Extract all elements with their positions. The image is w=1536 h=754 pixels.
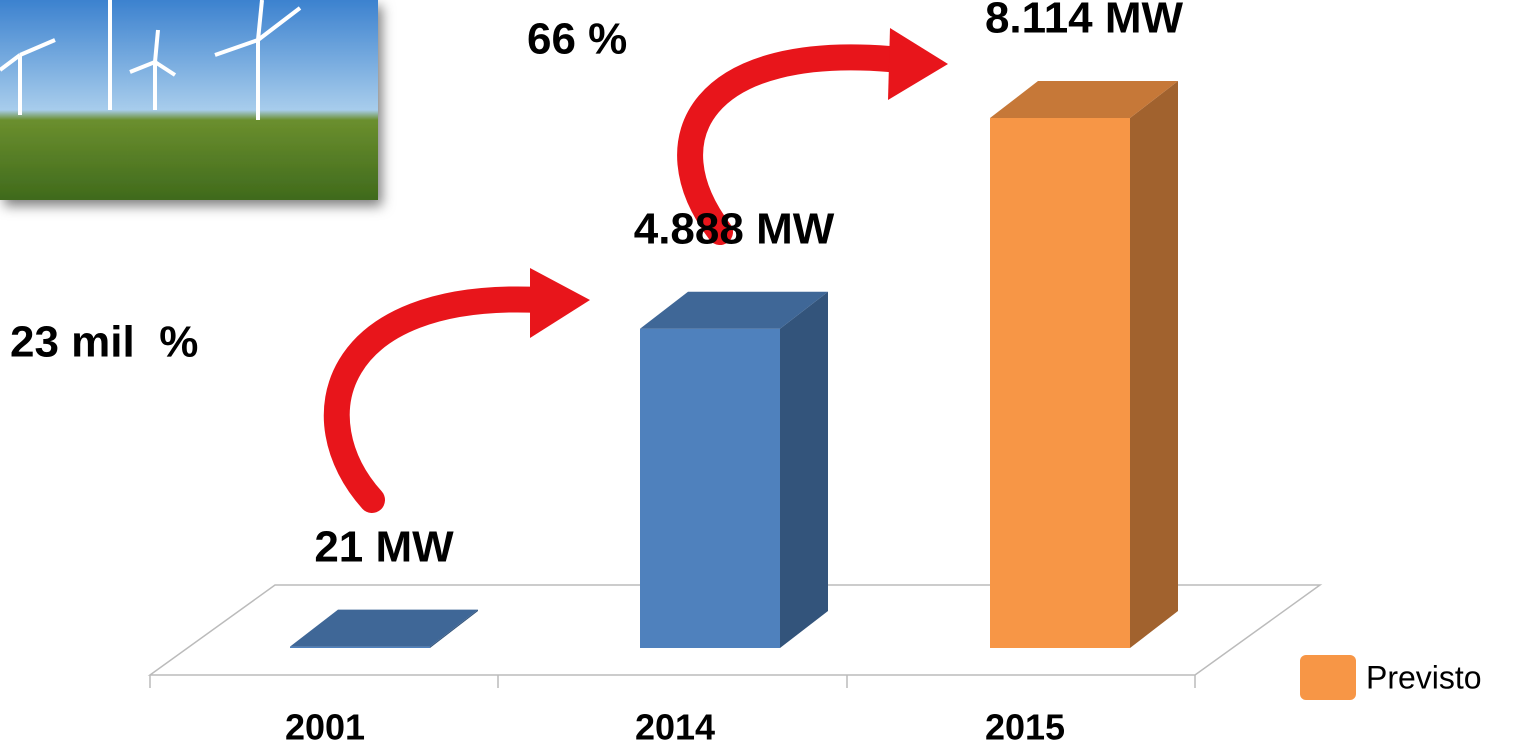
- value-label: 4.888 MW: [634, 204, 835, 253]
- legend-label: Previsto: [1366, 659, 1482, 695]
- growth-arrows: [323, 28, 948, 513]
- bar-side: [430, 609, 478, 648]
- x-tick-label: 2014: [635, 707, 715, 748]
- bar-top: [290, 609, 478, 647]
- photo: [0, 0, 378, 200]
- bar-top: [990, 81, 1178, 118]
- bar: [640, 328, 780, 648]
- legend-swatch: [1300, 655, 1356, 700]
- bar-side: [780, 291, 828, 648]
- bar-top: [640, 291, 828, 329]
- x-tick-label: 2001: [285, 707, 365, 748]
- bar: [990, 118, 1130, 648]
- annotation: 66 %: [527, 15, 627, 64]
- value-label: 21 MW: [314, 522, 454, 571]
- annotation: 23 mil %: [10, 318, 198, 367]
- x-tick-label: 2015: [985, 707, 1065, 748]
- value-label: 8.114 MW: [985, 0, 1184, 43]
- axis: [149, 675, 1196, 688]
- bar-side: [1130, 81, 1178, 648]
- bar: [290, 646, 430, 648]
